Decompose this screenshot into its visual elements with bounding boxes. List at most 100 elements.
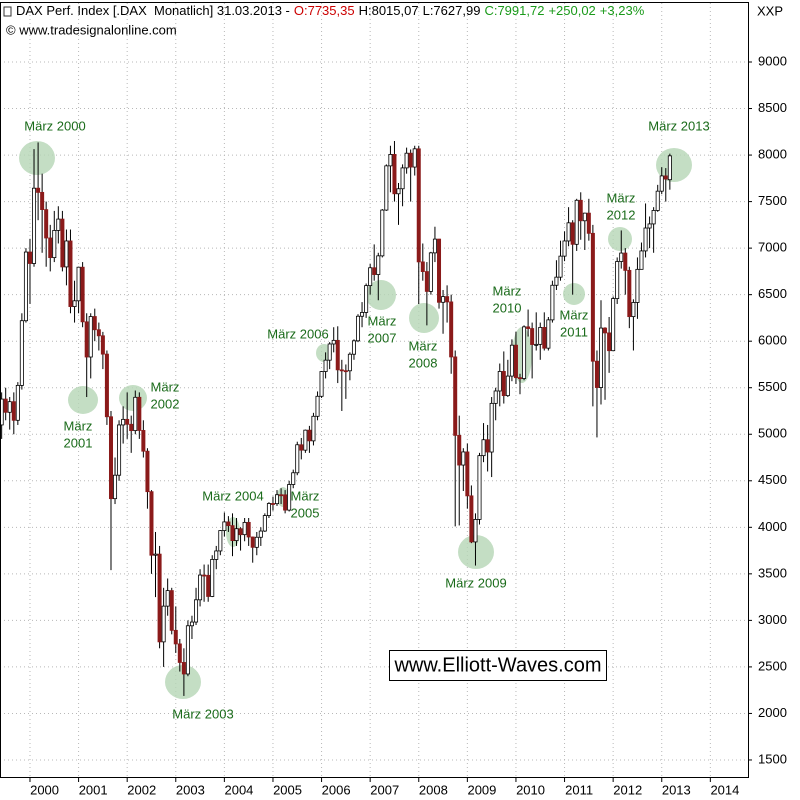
candle-body	[226, 521, 231, 527]
grid	[0, 3, 748, 777]
candle-body	[554, 276, 559, 286]
foreground: 1500 2000 2500 3000 3500 4000 4500 5000 5500 6000…	[24, 53, 787, 797]
candle-body	[141, 430, 146, 452]
annotation: März 2009	[445, 575, 506, 590]
candle-body	[655, 190, 660, 211]
candle-body	[481, 439, 486, 457]
candle-body	[48, 237, 53, 259]
candle-body	[517, 377, 522, 380]
candle-body	[40, 191, 45, 210]
y-tick-label: 2500	[758, 658, 787, 673]
candle-body	[335, 339, 340, 371]
watermark-box	[389, 650, 607, 681]
y-tick-label: 5000	[758, 426, 787, 441]
highlight	[656, 148, 692, 182]
annotation: März 2006	[267, 326, 328, 341]
candle-body	[586, 212, 591, 234]
candle-body	[100, 335, 105, 355]
candle-body	[607, 332, 612, 352]
candle-body	[238, 528, 243, 536]
candle-body	[550, 284, 555, 321]
candle-body	[343, 370, 348, 373]
x-tick-label: 2007	[370, 782, 399, 797]
candles	[0, 141, 672, 696]
y-tick-label: 2000	[758, 705, 787, 720]
candle-body	[469, 495, 474, 543]
candle-body	[125, 418, 130, 425]
highlight	[19, 141, 55, 175]
annotation: 2001	[64, 435, 93, 450]
x-tick-label: 2003	[176, 782, 205, 797]
x-tick-label: 2014	[710, 782, 739, 797]
header-part: O:7735,35	[294, 3, 355, 18]
candle-body	[424, 271, 429, 292]
y-tick-label: 3000	[758, 612, 787, 627]
highlight	[68, 386, 98, 414]
candle-body	[331, 339, 336, 345]
candle-body	[214, 550, 219, 560]
candle-body	[408, 152, 413, 168]
candle-body	[250, 536, 255, 548]
x-tick-label: 2004	[224, 782, 253, 797]
y-tick-label: 4500	[758, 472, 787, 487]
candle-body	[651, 210, 656, 225]
candle-body	[129, 423, 134, 432]
candle-body	[19, 320, 24, 386]
highlight	[608, 227, 632, 251]
candle-body	[287, 484, 292, 511]
candle-body	[428, 252, 433, 292]
candle-body	[631, 302, 636, 318]
x-tick-label: 2005	[273, 782, 302, 797]
annotation: März	[291, 488, 320, 503]
candle-body	[420, 261, 425, 272]
candle-body	[84, 321, 89, 358]
candle-body	[161, 605, 166, 643]
candle-body	[384, 165, 389, 211]
candle-body	[372, 267, 377, 275]
candle-body	[315, 395, 320, 417]
x-tick-label: 2009	[467, 782, 496, 797]
x-tick-label: 2008	[419, 782, 448, 797]
candle-body	[185, 625, 190, 675]
candle-body	[283, 494, 288, 511]
candle-body	[104, 353, 109, 418]
candle-body	[400, 167, 405, 190]
candle-body	[534, 343, 539, 346]
candle-body	[364, 285, 369, 313]
candle-body	[461, 451, 466, 466]
header-icon	[3, 6, 12, 17]
candle-body	[501, 371, 506, 397]
candle-body	[566, 222, 571, 242]
candle-body	[3, 398, 8, 413]
candle-body	[299, 444, 304, 451]
candle-body	[52, 230, 57, 259]
candle-body	[121, 418, 126, 426]
candle-body	[647, 223, 652, 229]
candle-body	[663, 175, 668, 180]
header-part: DAX Perf. Index [.DAX Monatlich] 31.03.2…	[16, 3, 290, 18]
candle-body	[574, 199, 579, 245]
header-part: +250,02	[548, 3, 595, 18]
candle-body	[76, 266, 81, 302]
y-tick-label: 6500	[758, 286, 787, 301]
candle-body	[15, 384, 20, 421]
candle-body	[546, 319, 551, 349]
candle-body	[189, 621, 194, 627]
annotation: 2010	[493, 300, 522, 315]
y-tick-label: 3500	[758, 565, 787, 580]
candle-body	[522, 326, 527, 379]
annotation: März	[560, 307, 589, 322]
candle-body	[68, 240, 73, 307]
axis-label: XXP	[757, 3, 783, 18]
candle-body	[11, 401, 16, 421]
candle-body	[493, 390, 498, 404]
candle-body	[80, 266, 85, 323]
candle-body	[380, 209, 385, 257]
highlight	[165, 665, 201, 699]
candle-body	[113, 474, 118, 500]
candle-body	[351, 340, 356, 355]
candle-body	[509, 344, 514, 377]
highlight	[563, 283, 585, 305]
annotation: März 2003	[172, 706, 233, 721]
candle-body	[206, 574, 211, 597]
